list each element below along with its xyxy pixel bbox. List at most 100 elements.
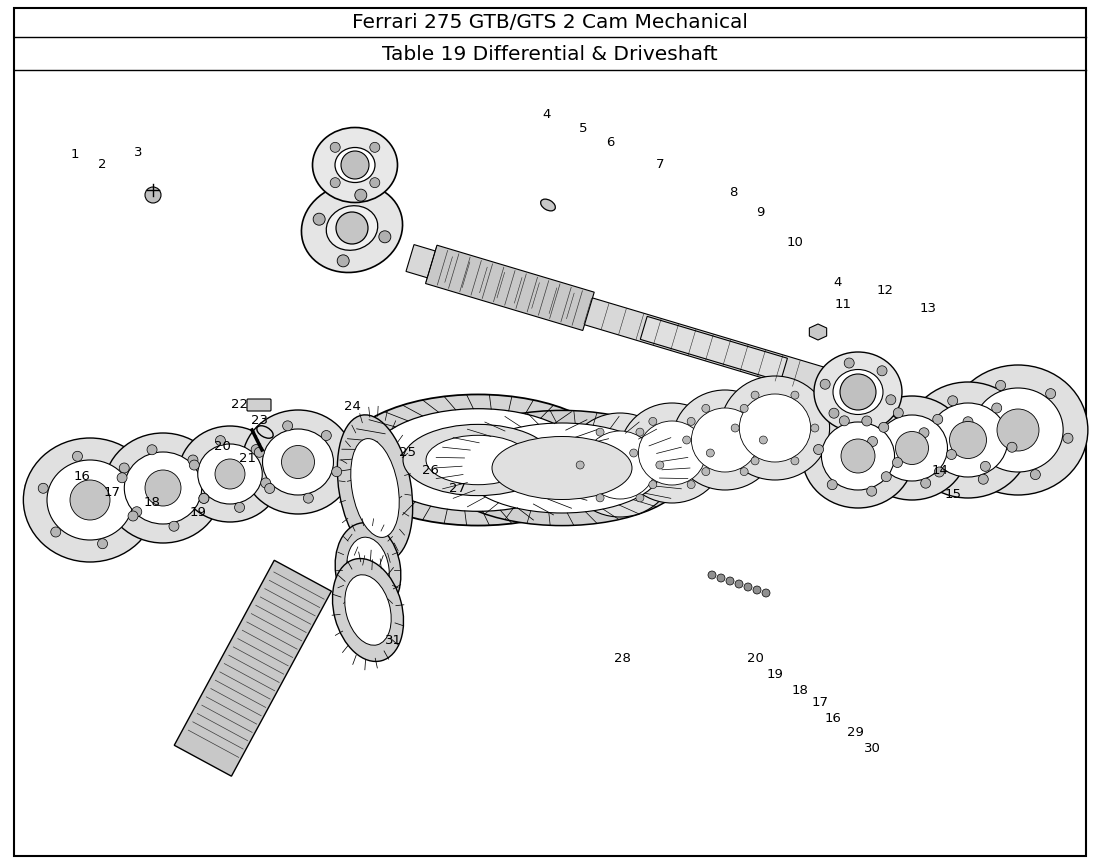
Ellipse shape [263, 429, 333, 495]
FancyBboxPatch shape [248, 399, 271, 411]
Ellipse shape [810, 326, 826, 338]
Circle shape [827, 480, 837, 490]
Text: 17: 17 [103, 486, 121, 499]
Text: 15: 15 [945, 488, 961, 501]
Circle shape [261, 478, 271, 488]
Ellipse shape [905, 382, 1031, 498]
Circle shape [688, 417, 695, 425]
Text: 18: 18 [144, 495, 161, 509]
Circle shape [842, 439, 874, 473]
Circle shape [706, 449, 714, 457]
Circle shape [321, 430, 331, 441]
Circle shape [169, 521, 179, 531]
Circle shape [216, 435, 225, 446]
Text: 21: 21 [240, 452, 256, 465]
Circle shape [735, 580, 743, 588]
Circle shape [791, 391, 799, 399]
Polygon shape [406, 245, 839, 398]
Ellipse shape [340, 395, 616, 525]
Circle shape [867, 486, 877, 496]
Circle shape [254, 448, 264, 457]
Circle shape [251, 445, 261, 454]
Text: 4: 4 [834, 276, 843, 289]
Ellipse shape [672, 390, 778, 490]
Text: 20: 20 [213, 441, 230, 454]
Circle shape [934, 467, 944, 477]
Circle shape [73, 451, 82, 461]
Text: 11: 11 [835, 298, 851, 312]
Circle shape [717, 574, 725, 582]
Text: 24: 24 [343, 401, 361, 414]
Ellipse shape [351, 439, 399, 537]
Circle shape [145, 187, 161, 203]
Circle shape [1006, 442, 1018, 452]
Circle shape [839, 416, 849, 426]
Ellipse shape [426, 435, 530, 485]
Ellipse shape [822, 422, 894, 490]
Text: 18: 18 [792, 683, 808, 696]
Text: 28: 28 [614, 651, 630, 664]
Ellipse shape [928, 403, 1008, 477]
Circle shape [933, 415, 943, 424]
Ellipse shape [338, 415, 412, 561]
Polygon shape [174, 560, 331, 776]
Ellipse shape [103, 433, 222, 543]
Text: 4: 4 [542, 109, 551, 122]
Circle shape [1046, 389, 1056, 398]
Ellipse shape [301, 183, 403, 272]
Circle shape [338, 255, 349, 267]
Ellipse shape [344, 575, 392, 645]
Circle shape [688, 480, 695, 489]
Circle shape [702, 404, 710, 412]
Circle shape [1063, 433, 1072, 443]
Text: Table 19 Differential & Driveshaft: Table 19 Differential & Driveshaft [382, 45, 718, 63]
Ellipse shape [619, 403, 725, 503]
Circle shape [978, 474, 988, 484]
Ellipse shape [124, 452, 201, 524]
Ellipse shape [540, 199, 556, 211]
Ellipse shape [332, 558, 404, 662]
Circle shape [330, 143, 340, 152]
Circle shape [844, 358, 855, 368]
Circle shape [740, 404, 748, 412]
Text: 14: 14 [932, 463, 948, 477]
Ellipse shape [972, 388, 1064, 472]
Circle shape [877, 365, 887, 376]
Circle shape [921, 478, 931, 488]
Ellipse shape [403, 424, 553, 496]
Circle shape [744, 583, 752, 591]
Circle shape [189, 460, 199, 470]
Ellipse shape [739, 394, 811, 462]
Circle shape [762, 589, 770, 597]
Circle shape [754, 586, 761, 594]
Text: 23: 23 [252, 414, 268, 427]
Circle shape [881, 472, 891, 482]
Circle shape [751, 457, 759, 465]
Circle shape [576, 461, 584, 469]
Ellipse shape [336, 148, 375, 182]
Circle shape [918, 428, 930, 438]
Circle shape [702, 467, 710, 475]
Circle shape [132, 506, 142, 517]
Circle shape [829, 408, 839, 418]
Circle shape [759, 436, 768, 444]
Circle shape [893, 408, 903, 418]
Text: 7: 7 [656, 158, 664, 171]
Ellipse shape [720, 376, 829, 480]
Circle shape [892, 458, 902, 467]
Circle shape [879, 422, 889, 432]
Circle shape [636, 494, 644, 502]
Circle shape [946, 449, 957, 460]
Ellipse shape [434, 410, 690, 525]
Text: 17: 17 [812, 696, 828, 709]
Text: 25: 25 [399, 447, 417, 460]
Circle shape [330, 178, 340, 187]
Ellipse shape [346, 537, 389, 603]
Circle shape [128, 511, 138, 521]
Text: 19: 19 [767, 669, 783, 682]
Ellipse shape [178, 426, 282, 522]
Text: 26: 26 [421, 463, 439, 477]
Text: 1: 1 [70, 149, 79, 162]
Ellipse shape [47, 460, 133, 540]
Ellipse shape [370, 409, 586, 511]
